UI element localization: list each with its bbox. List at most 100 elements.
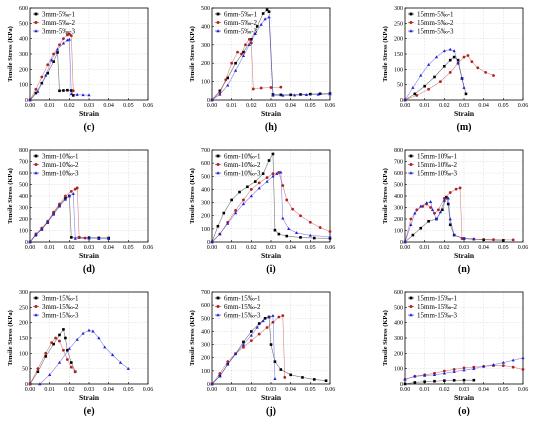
data-point <box>48 373 52 376</box>
data-point <box>277 232 281 236</box>
data-point <box>226 360 230 364</box>
data-point <box>484 71 488 74</box>
x-tick-label: 0.02 <box>64 245 75 251</box>
x-tick-label: 0.01 <box>44 387 55 393</box>
data-point <box>38 382 42 386</box>
y-tick-label: 100 <box>19 229 28 235</box>
data-point <box>257 181 261 185</box>
data-point <box>97 237 101 240</box>
panel-label: (e) <box>83 406 94 417</box>
y-tick-label: 800 <box>19 148 28 154</box>
data-point <box>224 78 228 82</box>
y-axis-label: Tensile Stress (KPa) <box>7 168 14 224</box>
data-point <box>403 382 407 386</box>
legend-entry: 3mm-5‰-2 <box>42 19 76 27</box>
x-tick-label: 0.06 <box>143 387 154 393</box>
data-point <box>433 75 436 79</box>
data-point <box>434 217 439 221</box>
x-tick-label: 0.03 <box>459 387 470 393</box>
x-tick-label: 0.02 <box>246 103 257 109</box>
y-tick-label: 50 <box>22 367 28 373</box>
data-point <box>50 341 54 344</box>
x-tick-label: 0.04 <box>103 103 114 109</box>
data-point <box>403 240 407 244</box>
data-point <box>470 60 474 64</box>
x-tick-label: 0.00 <box>25 245 36 251</box>
data-point <box>218 89 222 93</box>
x-axis-label: Strain <box>454 393 475 402</box>
y-tick-label: 50 <box>397 83 403 89</box>
data-point <box>454 187 458 191</box>
x-tick-label: 0.02 <box>246 245 257 251</box>
data-point <box>294 231 299 234</box>
y-tick-label: 300 <box>394 6 403 12</box>
x-tick-label: 0.04 <box>478 245 489 251</box>
data-point <box>281 216 285 220</box>
chart-panel-3: 0.00 0.01 0.02 0.03 0.04 0.05 0.06 0 100 200 300 40… <box>7 148 153 275</box>
data-point <box>236 50 239 54</box>
data-point <box>67 194 71 198</box>
data-point <box>66 348 69 352</box>
data-point <box>242 345 245 349</box>
series-line-0 <box>211 316 327 385</box>
data-point <box>438 210 442 214</box>
y-tick-label: 500 <box>19 183 28 189</box>
legend-marker <box>409 313 413 317</box>
data-point <box>289 373 292 377</box>
data-point <box>442 49 446 53</box>
y-tick-label: 500 <box>201 6 210 12</box>
data-point <box>275 171 279 175</box>
data-point <box>259 86 263 90</box>
y-axis-label: Tensile Stress (KPa) <box>189 26 196 82</box>
legend-marker <box>216 29 220 33</box>
y-tick-label: 0 <box>400 240 403 246</box>
data-point <box>289 93 292 97</box>
x-axis-label: Strain <box>79 251 100 260</box>
data-point <box>279 170 283 174</box>
data-point <box>67 347 71 350</box>
x-tick-label: 0.06 <box>325 103 336 109</box>
x-tick-label: 0.02 <box>64 387 75 393</box>
data-point <box>267 15 271 19</box>
data-point <box>70 236 73 239</box>
data-point <box>87 93 91 97</box>
legend-entry: 15mm-5‰-2 <box>417 19 454 27</box>
x-tick-label: 0.06 <box>518 103 529 109</box>
data-point <box>328 235 332 238</box>
series-line-0 <box>211 152 331 243</box>
series-line-2 <box>211 171 331 243</box>
legend-entry: 3mm-5‰-1 <box>42 10 76 18</box>
data-point <box>247 37 251 41</box>
y-tick-label: 700 <box>394 160 403 166</box>
chart-panel-1: 0.00 0.01 0.02 0.03 0.04 0.05 0.06 0 100 200 300 40… <box>189 6 335 133</box>
legend-entry: 15mm-15‰-1 <box>417 294 458 302</box>
y-tick-label: 0 <box>207 382 210 388</box>
data-point <box>472 366 476 370</box>
data-point <box>281 184 285 187</box>
x-tick-label: 0.05 <box>123 387 134 393</box>
x-tick-label: 0.02 <box>439 387 450 393</box>
y-tick-label: 100 <box>394 229 403 235</box>
data-point <box>226 221 230 225</box>
y-tick-label: 700 <box>201 148 210 154</box>
data-point <box>70 361 73 364</box>
y-tick-label: 600 <box>19 6 28 12</box>
data-point <box>291 207 295 211</box>
data-point <box>472 237 476 241</box>
data-point <box>57 204 62 208</box>
data-point <box>466 54 470 57</box>
panel-label: (m) <box>457 122 472 133</box>
x-axis-label: Strain <box>261 251 282 260</box>
legend-marker <box>34 163 38 166</box>
data-point <box>462 55 466 59</box>
data-point <box>328 230 332 233</box>
legend-entry: 15mm-15‰-2 <box>417 303 458 311</box>
legend-entry: 6mm-5‰-3 <box>224 27 258 35</box>
legend-entry: 6mm-15‰-2 <box>224 303 261 311</box>
legend-entry: 6mm-15‰-3 <box>224 311 261 319</box>
data-point <box>432 373 437 376</box>
data-point <box>50 58 54 62</box>
x-tick-label: 0.02 <box>246 387 257 393</box>
y-tick-label: 400 <box>201 187 210 193</box>
data-point <box>462 366 466 370</box>
